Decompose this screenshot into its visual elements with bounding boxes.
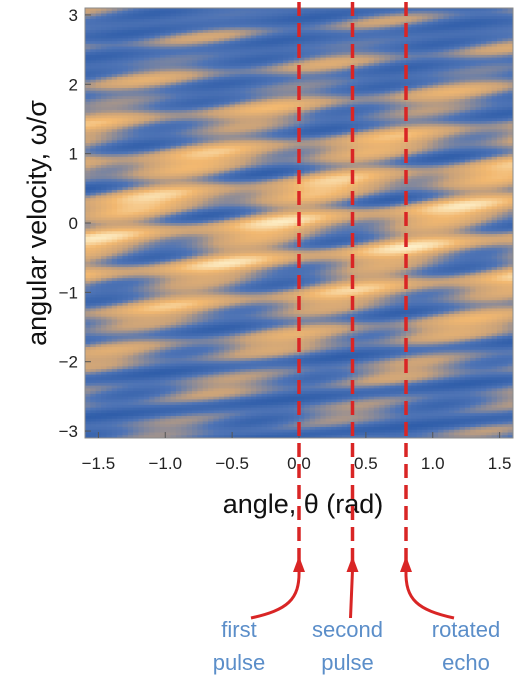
figure: −1.5 −1.0 −0.5 0.0 0.5 1.0 1.5 −3−2−10123 angl… [0,0,531,680]
